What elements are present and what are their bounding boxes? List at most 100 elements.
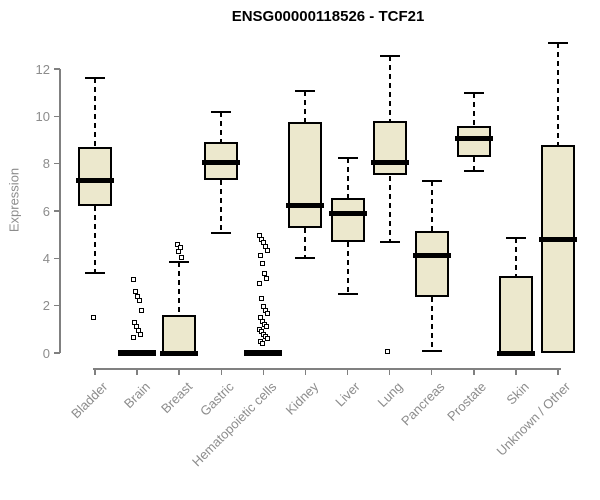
lower-whisker — [472, 156, 475, 171]
median-line — [118, 350, 157, 356]
x-axis-tick — [178, 368, 180, 375]
x-axis-tick-label: Unknown / Other — [494, 379, 574, 459]
upper-whisker — [388, 55, 391, 122]
outlier-point — [261, 271, 267, 277]
median-line — [496, 350, 535, 356]
chart-title: ENSG00000118526 - TCF21 — [231, 8, 425, 25]
upper-whisker — [220, 111, 223, 143]
upper-whisker — [472, 92, 475, 126]
upper-whisker-cap — [337, 156, 358, 159]
x-axis-tick — [304, 368, 307, 375]
box-iqr — [414, 231, 449, 298]
outlier-point — [136, 298, 142, 304]
median-line — [370, 159, 409, 165]
y-axis-tick — [54, 257, 60, 260]
lower-whisker-cap — [295, 257, 316, 260]
outlier-point — [174, 241, 180, 247]
upper-whisker — [346, 157, 349, 198]
x-axis-tick-label: Gastric — [197, 379, 237, 419]
box-iqr — [372, 121, 407, 176]
y-axis-tick — [54, 68, 60, 70]
box-iqr — [541, 144, 575, 353]
box-iqr — [162, 315, 197, 353]
outlier-point — [263, 324, 269, 330]
upper-whisker — [430, 181, 433, 232]
outlier-point — [264, 311, 270, 317]
x-axis-tick-label: Liver — [332, 379, 364, 410]
lower-whisker-cap — [211, 232, 232, 235]
upper-whisker — [514, 238, 517, 277]
y-axis-tick — [54, 304, 60, 307]
y-axis-tick-label: 8 — [42, 156, 50, 172]
upper-whisker-cap — [295, 90, 316, 93]
upper-whisker — [557, 42, 559, 145]
x-axis-tick-label: Kidney — [282, 379, 322, 418]
lower-whisker — [430, 297, 433, 351]
outlier-point — [132, 288, 138, 294]
outlier-point — [259, 260, 265, 266]
outlier-point — [137, 331, 143, 337]
median-line — [454, 136, 493, 142]
outlier-point — [130, 277, 136, 283]
lower-whisker-cap — [85, 271, 105, 274]
x-axis-tick-label: Breast — [157, 379, 195, 417]
box-iqr — [330, 197, 365, 242]
outlier-point — [178, 254, 184, 260]
upper-whisker-cap — [505, 237, 526, 240]
upper-whisker-cap — [379, 54, 400, 57]
y-axis-tick-label: 6 — [42, 203, 50, 219]
box-iqr — [78, 147, 112, 207]
lower-whisker — [346, 241, 349, 294]
x-axis-tick-label: Lung — [374, 379, 406, 411]
x-axis-tick — [515, 368, 517, 375]
x-axis-tick — [346, 368, 349, 375]
y-axis-tick — [54, 115, 60, 118]
x-axis-tick — [473, 368, 475, 375]
y-axis-tick — [54, 210, 60, 212]
outlier-point — [130, 335, 136, 341]
outlier-point — [134, 293, 140, 299]
x-axis-tick — [557, 368, 559, 375]
upper-whisker-cap — [463, 91, 484, 94]
median-line — [160, 350, 199, 356]
x-axis-line — [93, 368, 561, 370]
y-axis-tick-label: 10 — [35, 108, 50, 124]
upper-whisker-cap — [421, 180, 442, 183]
y-axis-tick-label: 12 — [35, 61, 50, 77]
x-axis-tick — [262, 368, 265, 375]
y-axis-tick — [54, 352, 60, 354]
x-axis-tick — [220, 368, 223, 375]
x-axis-tick — [136, 368, 138, 375]
outlier-point — [259, 341, 265, 347]
upper-whisker — [178, 261, 181, 316]
x-axis-tick — [430, 368, 433, 375]
outlier-point — [263, 275, 269, 281]
upper-whisker-cap — [169, 260, 190, 263]
x-axis-tick — [94, 368, 96, 375]
y-axis-tick-label: 4 — [42, 250, 50, 266]
y-axis-tick — [54, 162, 60, 165]
outlier-point — [264, 336, 270, 342]
outlier-point — [258, 296, 264, 302]
upper-whisker-cap — [548, 41, 568, 44]
x-axis-tick-label: Pancreas — [397, 379, 448, 429]
outlier-point — [264, 247, 270, 253]
lower-whisker-cap — [463, 169, 484, 172]
outlier-point — [256, 280, 262, 286]
y-axis-label: Expression — [6, 167, 22, 233]
outlier-point — [90, 315, 96, 320]
median-line — [244, 350, 283, 356]
upper-whisker-cap — [85, 77, 105, 80]
outlier-point — [138, 307, 144, 313]
median-line — [539, 236, 577, 242]
x-axis-tick-label: Prostate — [444, 379, 490, 424]
median-line — [202, 159, 241, 165]
y-axis-tick-label: 0 — [42, 345, 50, 361]
median-line — [328, 210, 367, 216]
upper-whisker-cap — [211, 110, 232, 113]
median-line — [412, 253, 451, 259]
lower-whisker-cap — [421, 349, 442, 352]
median-line — [286, 202, 325, 208]
lower-whisker-cap — [337, 292, 358, 295]
